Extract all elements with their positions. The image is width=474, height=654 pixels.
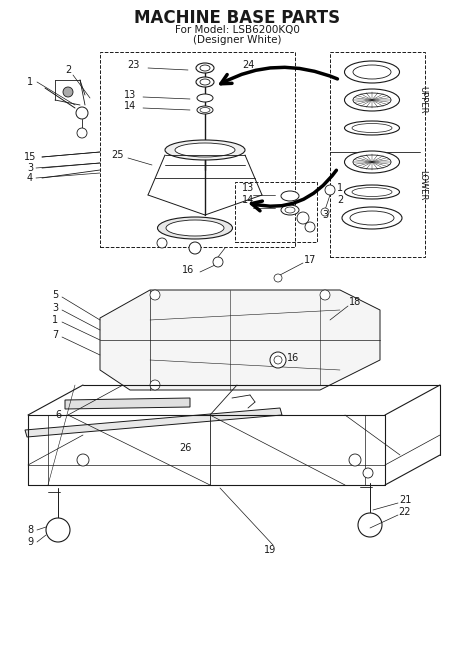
Circle shape — [320, 290, 330, 300]
Ellipse shape — [175, 143, 235, 157]
Ellipse shape — [345, 61, 400, 83]
Text: UPPER: UPPER — [419, 86, 428, 114]
Ellipse shape — [281, 205, 299, 215]
Text: LOWER: LOWER — [419, 170, 428, 200]
Text: 2: 2 — [65, 65, 71, 75]
Circle shape — [150, 380, 160, 390]
Circle shape — [321, 208, 329, 216]
Text: 15: 15 — [24, 152, 36, 162]
Circle shape — [325, 185, 335, 195]
Text: 16: 16 — [287, 353, 299, 363]
Text: 5: 5 — [52, 290, 58, 300]
Circle shape — [274, 274, 282, 282]
Text: 3: 3 — [52, 303, 58, 313]
Text: 17: 17 — [304, 255, 316, 265]
Ellipse shape — [200, 65, 210, 71]
Ellipse shape — [345, 151, 400, 173]
Circle shape — [297, 212, 309, 224]
Circle shape — [358, 513, 382, 537]
Text: 1: 1 — [52, 315, 58, 325]
Ellipse shape — [350, 211, 394, 225]
Text: For Model: LSB6200KQ0: For Model: LSB6200KQ0 — [174, 25, 300, 35]
Text: 19: 19 — [264, 545, 276, 555]
Circle shape — [150, 290, 160, 300]
Circle shape — [77, 454, 89, 466]
Circle shape — [77, 128, 87, 138]
Circle shape — [189, 242, 201, 254]
Text: 1: 1 — [337, 183, 343, 193]
Bar — [235, 182, 317, 242]
Circle shape — [274, 356, 282, 364]
Text: 3: 3 — [322, 210, 328, 220]
Ellipse shape — [165, 140, 245, 160]
Bar — [100, 52, 295, 247]
FancyArrowPatch shape — [221, 67, 337, 84]
Text: 13: 13 — [124, 90, 136, 100]
Ellipse shape — [166, 220, 224, 236]
Ellipse shape — [196, 77, 214, 87]
Text: 21: 21 — [399, 495, 411, 505]
Text: 13: 13 — [242, 183, 254, 193]
Ellipse shape — [352, 188, 392, 196]
Text: 2: 2 — [337, 195, 343, 205]
Circle shape — [76, 107, 88, 119]
Text: 26: 26 — [179, 443, 191, 453]
Text: 16: 16 — [182, 265, 194, 275]
Text: 6: 6 — [55, 410, 61, 420]
Circle shape — [305, 222, 315, 232]
Text: 4: 4 — [27, 173, 33, 183]
Ellipse shape — [285, 207, 295, 213]
Text: 7: 7 — [52, 330, 58, 340]
Polygon shape — [65, 398, 190, 409]
Circle shape — [213, 257, 223, 267]
Ellipse shape — [200, 79, 210, 85]
Ellipse shape — [352, 124, 392, 133]
FancyArrowPatch shape — [252, 170, 337, 211]
Text: 14: 14 — [124, 101, 136, 111]
Ellipse shape — [157, 217, 233, 239]
Text: 14: 14 — [242, 195, 254, 205]
Ellipse shape — [200, 107, 210, 112]
Polygon shape — [100, 290, 380, 390]
Ellipse shape — [345, 185, 400, 199]
Ellipse shape — [342, 207, 402, 229]
Text: 22: 22 — [399, 507, 411, 517]
Circle shape — [157, 238, 167, 248]
Ellipse shape — [281, 191, 299, 201]
Circle shape — [63, 87, 73, 97]
Circle shape — [349, 454, 361, 466]
Text: (Designer White): (Designer White) — [193, 35, 281, 45]
Bar — [330, 52, 425, 257]
Ellipse shape — [197, 106, 213, 114]
Text: 25: 25 — [112, 150, 124, 160]
Ellipse shape — [353, 155, 391, 169]
Polygon shape — [25, 408, 282, 437]
Ellipse shape — [197, 94, 213, 102]
Ellipse shape — [353, 93, 391, 107]
Circle shape — [46, 518, 70, 542]
Ellipse shape — [345, 121, 400, 135]
Ellipse shape — [345, 89, 400, 111]
Text: 23: 23 — [127, 60, 139, 70]
Text: 9: 9 — [27, 537, 33, 547]
Circle shape — [363, 468, 373, 478]
Ellipse shape — [196, 63, 214, 73]
Text: 1: 1 — [27, 77, 33, 87]
Text: 18: 18 — [349, 297, 361, 307]
Circle shape — [270, 352, 286, 368]
Text: 8: 8 — [27, 525, 33, 535]
Text: MACHINE BASE PARTS: MACHINE BASE PARTS — [134, 9, 340, 27]
Text: 24: 24 — [242, 60, 254, 70]
Text: 3: 3 — [27, 163, 33, 173]
Ellipse shape — [353, 65, 391, 79]
